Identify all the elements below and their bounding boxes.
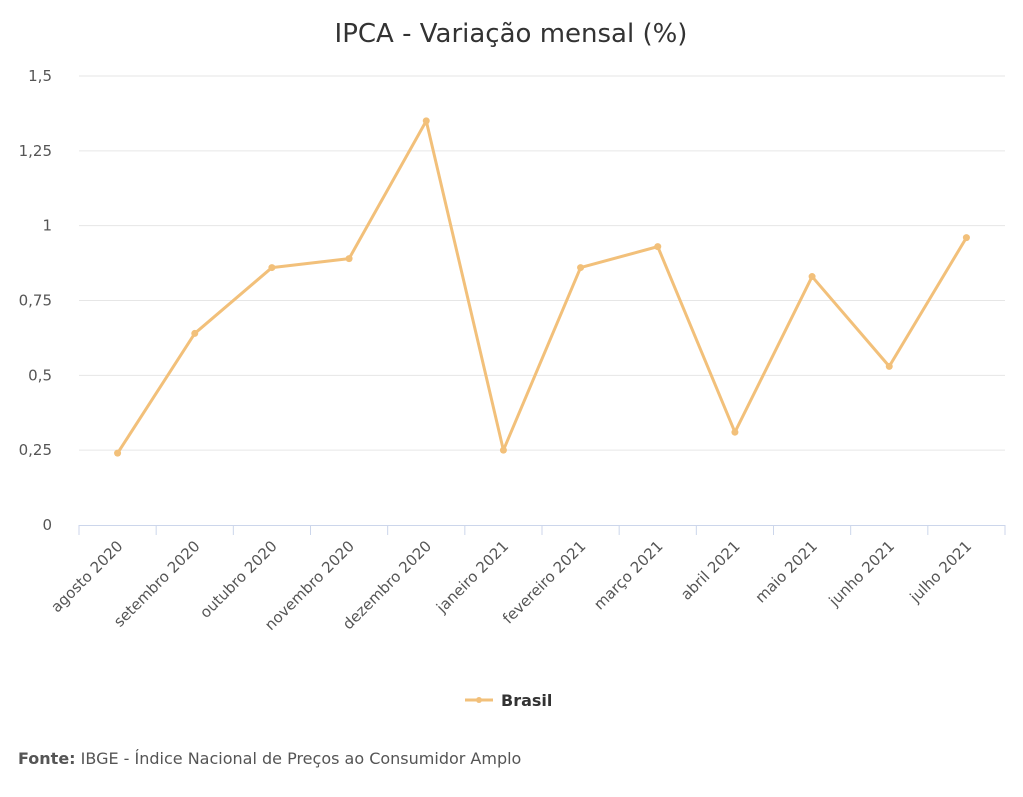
y-tick-label: 1,5 — [28, 67, 52, 85]
x-tick-label: fevereiro 2021 — [499, 537, 589, 627]
legend-marker-icon — [476, 697, 482, 703]
data-point[interactable] — [808, 273, 816, 281]
x-tick-label: julho 2021 — [906, 537, 976, 607]
y-tick-label: 0 — [42, 516, 52, 534]
x-tick-label: junho 2021 — [825, 537, 898, 610]
data-point[interactable] — [499, 446, 507, 454]
source-note: Fonte: IBGE - Índice Nacional de Preços … — [18, 749, 521, 768]
legend[interactable]: Brasil — [465, 691, 552, 710]
chart-title: IPCA - Variação mensal (%) — [335, 19, 688, 49]
source-text: IBGE - Índice Nacional de Preços ao Cons… — [80, 749, 522, 768]
x-tick-label: agosto 2020 — [47, 537, 126, 616]
y-tick-label: 0,5 — [28, 366, 52, 384]
legend-label-brasil[interactable]: Brasil — [501, 691, 552, 710]
y-tick-label: 0,75 — [19, 292, 52, 310]
data-point[interactable] — [577, 264, 585, 272]
x-tick-label: outubro 2020 — [196, 537, 281, 622]
y-axis-labels: 0 0,25 0,5 0,75 1 1,25 1,5 — [19, 67, 52, 534]
source-label: Fonte: — [18, 749, 76, 768]
x-tick-label: março 2021 — [590, 537, 666, 613]
x-tick-label: janeiro 2021 — [432, 537, 512, 617]
y-tick-label: 1,25 — [19, 142, 52, 160]
data-point[interactable] — [962, 234, 970, 242]
data-point[interactable] — [114, 449, 122, 457]
data-point[interactable] — [885, 362, 893, 370]
data-point[interactable] — [654, 243, 662, 251]
series-line — [116, 119, 968, 455]
data-point[interactable] — [422, 117, 430, 125]
data-point[interactable] — [345, 255, 353, 263]
data-point[interactable] — [191, 329, 199, 337]
x-tick-label: maio 2021 — [752, 537, 821, 606]
data-point[interactable] — [268, 264, 276, 272]
x-axis — [78, 525, 1006, 535]
series-brasil[interactable] — [114, 117, 970, 457]
data-point[interactable] — [731, 428, 739, 436]
y-tick-label: 1 — [42, 217, 52, 235]
grid-lines — [79, 75, 1005, 451]
x-tick-label: abril 2021 — [677, 537, 744, 604]
y-tick-label: 0,25 — [19, 441, 52, 459]
